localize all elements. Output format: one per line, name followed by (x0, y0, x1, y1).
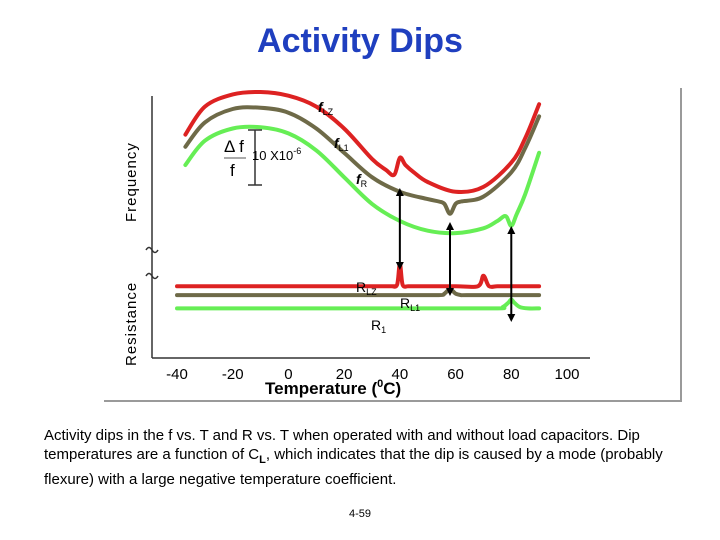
resistance-series-lz (175, 262, 542, 289)
x-tick-labels: -40 -20 0 20 40 60 80 100 (166, 366, 579, 383)
label-fR: fR (356, 171, 368, 189)
frequency-series-lz (183, 89, 542, 195)
scale-bar-value: 10 X10-6 (252, 146, 301, 163)
scale-bar: Δ f f 10 X10-6 (224, 129, 301, 186)
frequency-series-l1 (183, 105, 542, 216)
frequency-curves (183, 89, 542, 236)
resistance-series-1 (175, 297, 542, 311)
dip-arrow-80 (507, 226, 516, 322)
caption-sub: L (259, 454, 266, 466)
label-RLZ: RLZ (356, 279, 377, 297)
chart-title: Activity Dips (257, 22, 463, 60)
x-tick-label: 40 (392, 366, 409, 383)
label-fLZ: fLZ (318, 99, 334, 117)
frequency-axis-label: Frequency (123, 142, 140, 222)
chart-frame (104, 88, 682, 402)
resistance-axis-label: Resistance (123, 282, 140, 366)
caption: Activity dips in the f vs. T and R vs. T… (44, 426, 684, 489)
label-RL1: RL1 (400, 295, 420, 313)
x-tick-label: 60 (447, 366, 464, 383)
label-R1: R1 (371, 317, 386, 335)
scale-bar-over: f (230, 161, 235, 180)
x-tick-label: 0 (284, 366, 292, 383)
caption-part1: Activity dips in the f vs. T and R vs. T… (44, 427, 640, 463)
dip-arrows (395, 188, 516, 322)
page-number: 4-59 (348, 508, 372, 520)
dip-arrow-40 (395, 188, 404, 270)
x-tick-label: 100 (554, 366, 579, 383)
x-tick-label: -20 (222, 366, 244, 383)
x-axis-label: Temperature (0C) (265, 378, 401, 398)
frequency-series-r (183, 124, 542, 236)
label-fL1: fL1 (334, 135, 349, 153)
x-tick-label: 20 (336, 366, 353, 383)
scale-bar-delta: Δ f (224, 137, 244, 156)
x-tick-label: -40 (166, 366, 188, 383)
axis-break-icon (145, 246, 159, 280)
x-tick-label: 80 (503, 366, 520, 383)
dip-arrow-58 (446, 222, 454, 296)
caption-part2: , which indicates that the dip is caused… (44, 446, 663, 488)
